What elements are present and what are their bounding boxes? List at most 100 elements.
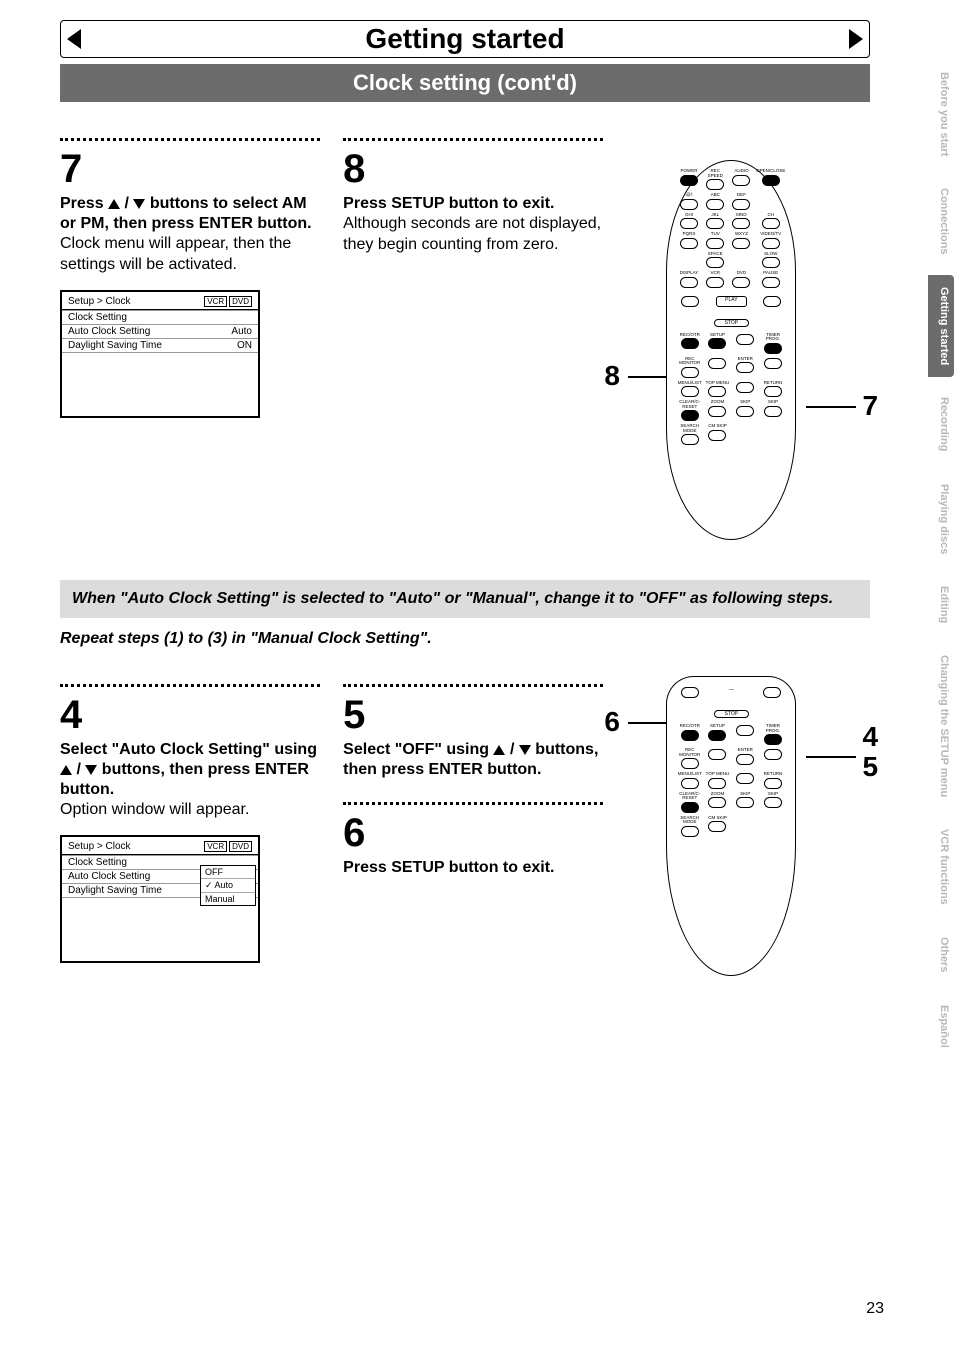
- remote-button: [764, 797, 782, 808]
- remote-button: [706, 199, 724, 210]
- side-tab[interactable]: VCR functions: [928, 817, 954, 917]
- forward-button: [763, 296, 781, 307]
- remote-lower-grid: REC/OTRSETUPTIMER PROG.REC MONITORENTERM…: [667, 329, 795, 450]
- step-4-number: 4: [60, 693, 323, 738]
- side-tab[interactable]: Recording: [928, 385, 954, 463]
- section-b: 4 Select "Auto Clock Setting" using / bu…: [60, 666, 870, 976]
- remote-button: [708, 749, 726, 760]
- side-tab[interactable]: Editing: [928, 574, 954, 635]
- remote-button-cell: ZOOM: [705, 792, 730, 813]
- remote-illustration-full: POWERREC SPEEDAUDIOOPEN/CLOSE.@/:ABCDEFG…: [666, 160, 796, 540]
- remote-button-cell: ABC: [704, 193, 727, 210]
- menu1-row: Daylight Saving TimeON: [62, 338, 258, 352]
- stop-button: STOP: [714, 319, 750, 327]
- remote-button-cell: [677, 252, 700, 269]
- remote-button: [764, 343, 782, 354]
- remote-button: [732, 277, 750, 288]
- remote-button-cell: PQRS: [677, 232, 700, 249]
- side-tab[interactable]: Before you start: [928, 60, 954, 168]
- remote-button: [764, 406, 782, 417]
- remote-button-cell: CM SKIP: [705, 816, 730, 837]
- remote-button: [708, 386, 726, 397]
- menu-screenshot-1: Setup > Clock VCRDVD Clock Setting Auto …: [60, 290, 260, 418]
- remote-button-cell: [733, 333, 758, 354]
- remote-button-cell: [705, 748, 730, 769]
- remote-button-cell: CLEAR/C-RESET: [677, 400, 702, 421]
- step-5-number: 5: [343, 693, 606, 738]
- remote-play-row: —: [667, 677, 795, 702]
- callout-45-line: [806, 756, 856, 758]
- remote-button: [681, 826, 699, 837]
- remote-button-cell: SETUP: [705, 333, 730, 354]
- step-8-col: 8 Press SETUP button to exit. Although s…: [343, 120, 606, 540]
- forward-button: [763, 687, 781, 698]
- rewind-button: [681, 296, 699, 307]
- remote-button: [680, 218, 698, 229]
- page-title: Getting started: [61, 21, 869, 57]
- remote-button-cell: TIMER PROG.: [761, 333, 786, 354]
- remote-button: [764, 778, 782, 789]
- page-subtitle: Clock setting (cont'd): [60, 64, 870, 102]
- divider: [60, 684, 320, 687]
- remote-button-cell: MENU/LIST: [677, 381, 702, 398]
- remote-button-cell: RETURN: [761, 772, 786, 789]
- remote-button: [708, 430, 726, 441]
- remote-button-cell: [761, 816, 786, 837]
- remote-button: [706, 277, 724, 288]
- play-button: PLAY: [716, 296, 746, 307]
- step-7-col: 7 Press / buttons to select AM or PM, th…: [60, 120, 323, 540]
- side-tab[interactable]: Others: [928, 925, 954, 984]
- remote-button-cell: POWER: [677, 169, 700, 190]
- remote-small-col: 6 4 5 — STOP REC/OTRSETUPTIMER PROG.REC …: [626, 666, 870, 976]
- callout-7-line: [806, 406, 856, 408]
- top-banner: Getting started: [60, 20, 870, 58]
- remote-button: [764, 734, 782, 745]
- remote-button: [736, 797, 754, 808]
- remote-button: [732, 218, 750, 229]
- remote-button: [706, 218, 724, 229]
- remote-button-cell: REC/OTR: [677, 724, 702, 745]
- popup-option-selected: Auto: [201, 879, 255, 893]
- down-arrow-icon: [519, 745, 531, 755]
- remote-big-col: 8 7 POWERREC SPEEDAUDIOOPEN/CLOSE.@/:ABC…: [626, 160, 870, 540]
- remote-button: [736, 362, 754, 373]
- step-7-heading: Press / buttons to select AM or PM, then…: [60, 194, 323, 234]
- callout-4: 4: [862, 721, 878, 753]
- remote-button-cell: TUV: [704, 232, 727, 249]
- side-tab[interactable]: Getting started: [928, 275, 954, 377]
- remote-button-cell: SETUP: [705, 724, 730, 745]
- remote-play-row: PLAY: [667, 292, 795, 311]
- remote-button: [706, 179, 724, 190]
- side-tab[interactable]: Español: [928, 993, 954, 1060]
- remote-button: [681, 338, 699, 349]
- remote-button: [764, 386, 782, 397]
- menu-screenshot-2-wrap: Setup > Clock VCRDVD Clock Setting Auto …: [60, 835, 260, 963]
- remote-button-cell: TIMER PROG.: [761, 724, 786, 745]
- remote-button-cell: SKIP: [761, 792, 786, 813]
- remote-button-cell: VCR: [704, 271, 727, 288]
- remote-button-cell: MNO: [730, 213, 753, 230]
- remote-button: [762, 257, 780, 268]
- side-tab[interactable]: Playing discs: [928, 472, 954, 566]
- remote-button: [762, 238, 780, 249]
- up-arrow-icon: [493, 745, 505, 755]
- remote-button-cell: [733, 724, 758, 745]
- remote-button-cell: REC MONITOR: [677, 357, 702, 378]
- repeat-instruction: Repeat steps (1) to (3) in "Manual Clock…: [60, 630, 870, 648]
- remote-button-cell: [733, 424, 758, 445]
- step-4-col: 4 Select "Auto Clock Setting" using / bu…: [60, 666, 323, 976]
- remote-button-cell: ENTER: [733, 357, 758, 378]
- divider: [343, 802, 603, 805]
- remote-button: [762, 277, 780, 288]
- up-arrow-icon: [108, 199, 120, 209]
- side-tab[interactable]: Connections: [928, 176, 954, 267]
- side-tab[interactable]: Changing the SETUP menu: [928, 643, 954, 809]
- remote-button-cell: SPACE: [704, 252, 727, 269]
- step-5-heading: Select "OFF" using / buttons, then press…: [343, 740, 606, 780]
- remote-button-cell: AUDIO: [730, 169, 753, 190]
- remote-lower-grid: REC/OTRSETUPTIMER PROG.REC MONITORENTERM…: [667, 720, 795, 841]
- remote-button-cell: TOP MENU: [705, 381, 730, 398]
- remote-button: [681, 730, 699, 741]
- callout-7: 7: [862, 390, 878, 422]
- remote-button-cell: [733, 772, 758, 789]
